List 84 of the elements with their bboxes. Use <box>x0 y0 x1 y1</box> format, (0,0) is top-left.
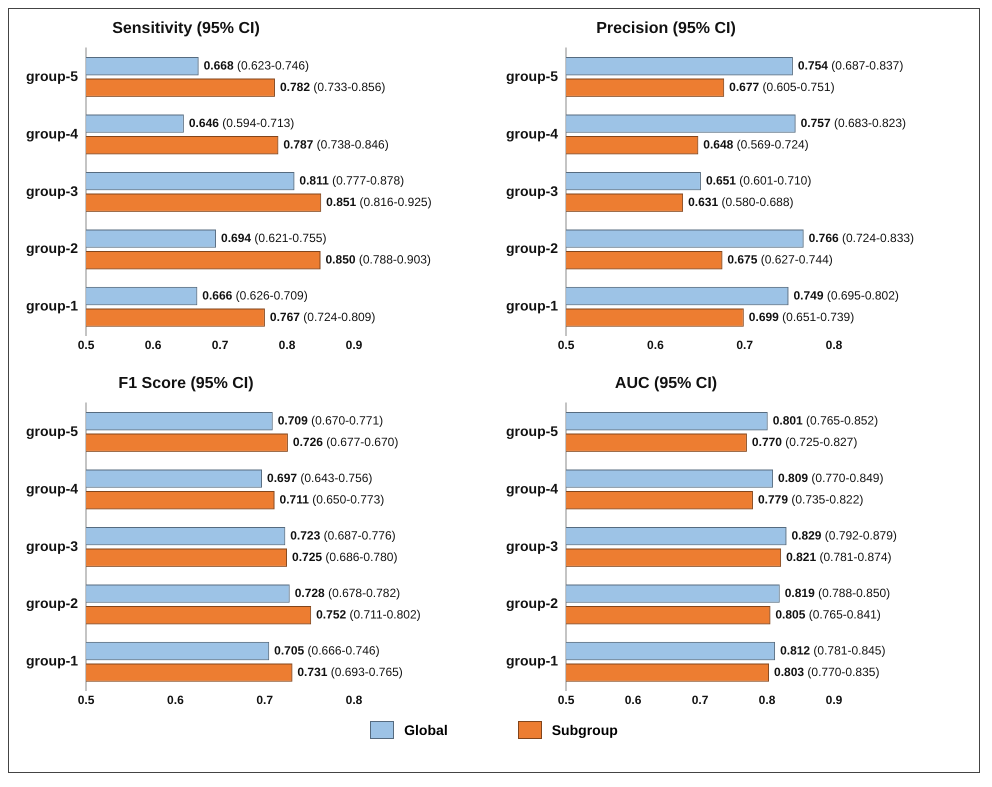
x-tick-label: 0.5 <box>78 338 95 352</box>
data-label: 0.666 (0.626-0.709) <box>202 288 308 302</box>
x-tick-label: 0.7 <box>212 338 229 352</box>
data-label: 0.749 (0.695-0.802) <box>793 288 899 302</box>
x-tick-label: 0.5 <box>558 693 575 708</box>
data-label: 0.726 (0.677-0.670) <box>292 435 398 450</box>
x-tick-label: 0.8 <box>826 338 843 352</box>
y-tick-label: group-4 <box>26 480 78 496</box>
y-tick-label: group-5 <box>26 422 78 439</box>
data-label: 0.767 (0.724-0.809) <box>270 310 376 324</box>
data-label: 0.723 (0.687-0.776) <box>290 528 396 542</box>
data-label: 0.699 (0.651-0.739) <box>748 310 854 324</box>
data-label: 0.782 (0.733-0.856) <box>280 80 386 94</box>
data-label: 0.677 (0.605-0.751) <box>729 80 835 94</box>
y-tick-label: group-1 <box>506 298 558 314</box>
y-tick-label: group-3 <box>506 182 558 199</box>
data-label: 0.779 (0.735-0.822) <box>758 492 864 507</box>
y-tick-label: group-1 <box>26 652 78 669</box>
data-label: 0.646 (0.594-0.713) <box>188 116 294 130</box>
data-label: 0.631 (0.580-0.688) <box>688 194 794 209</box>
x-tick-label: 0.7 <box>256 693 274 708</box>
legend-label: Subgroup <box>552 722 618 738</box>
data-label: 0.754 (0.687-0.837) <box>798 58 904 72</box>
x-tick-label: 0.8 <box>278 338 296 352</box>
x-tick-label: 0.6 <box>167 693 184 708</box>
legend-label: Global <box>404 722 448 738</box>
y-tick-label: group-2 <box>26 240 78 256</box>
chart-title: Precision (95% CI) <box>596 20 736 38</box>
data-label: 0.787 (0.738-0.846) <box>283 138 389 152</box>
x-tick-label: 0.7 <box>736 338 754 352</box>
data-label: 0.709 (0.670-0.771) <box>278 413 384 428</box>
data-label: 0.705 (0.666-0.746) <box>274 643 380 658</box>
x-tick-label: 0.6 <box>647 338 664 352</box>
data-label: 0.851 (0.816-0.925) <box>326 194 432 209</box>
data-label: 0.805 (0.765-0.841) <box>775 607 881 622</box>
y-tick-label: group-2 <box>506 240 558 256</box>
y-tick-label: group-4 <box>26 125 78 142</box>
y-tick-label: group-5 <box>26 68 78 84</box>
y-tick-label: group-3 <box>26 182 78 199</box>
x-tick-label: 0.5 <box>558 338 575 352</box>
y-tick-label: group-5 <box>506 68 558 84</box>
y-tick-label: group-1 <box>26 298 78 314</box>
x-tick-label: 0.9 <box>346 338 363 352</box>
y-tick-label: group-4 <box>506 480 558 496</box>
data-label: 0.731 (0.693-0.765) <box>297 664 403 679</box>
data-label: 0.752 (0.711-0.802) <box>316 607 421 622</box>
chart-title: F1 Score (95% CI) <box>118 375 254 392</box>
y-tick-label: group-3 <box>506 538 558 554</box>
y-tick-label: group-1 <box>506 652 558 669</box>
x-tick-label: 0.6 <box>624 693 642 708</box>
data-label: 0.694 (0.621-0.755) <box>221 230 326 245</box>
y-tick-label: group-3 <box>26 538 78 554</box>
data-label: 0.803 (0.770-0.835) <box>774 664 880 679</box>
data-label: 0.821 (0.781-0.874) <box>786 550 892 564</box>
data-label: 0.829 (0.792-0.879) <box>791 528 897 542</box>
data-label: 0.675 (0.627-0.744) <box>727 252 833 266</box>
data-label: 0.801 (0.765-0.852) <box>772 413 878 428</box>
y-tick-label: group-2 <box>26 595 78 612</box>
x-tick-label: 0.8 <box>346 693 363 708</box>
chart-title: Sensitivity (95% CI) <box>112 20 260 38</box>
x-tick-label: 0.8 <box>758 693 776 708</box>
y-tick-label: group-5 <box>506 422 558 439</box>
x-tick-label: 0.6 <box>144 338 162 352</box>
data-label: 0.725 (0.686-0.780) <box>292 550 398 564</box>
data-label: 0.648 (0.569-0.724) <box>703 138 809 152</box>
data-label: 0.811 (0.777-0.878) <box>299 173 404 188</box>
data-label: 0.812 (0.781-0.845) <box>780 643 886 658</box>
data-label: 0.809 (0.770-0.849) <box>778 470 884 485</box>
y-tick-label: group-2 <box>506 595 558 612</box>
data-label: 0.728 (0.678-0.782) <box>294 586 400 600</box>
chart-title: AUC (95% CI) <box>614 375 718 392</box>
x-tick-label: 0.7 <box>692 693 709 708</box>
data-label: 0.757 (0.683-0.823) <box>800 116 906 130</box>
data-label: 0.770 (0.725-0.827) <box>752 435 858 450</box>
data-label: 0.651 (0.601-0.710) <box>706 173 812 188</box>
data-label: 0.711 (0.650-0.773) <box>280 492 384 507</box>
data-label: 0.697 (0.643-0.756) <box>267 470 372 485</box>
data-label: 0.766 (0.724-0.833) <box>808 230 914 245</box>
data-label: 0.668 (0.623-0.746) <box>204 58 310 72</box>
x-tick-label: 0.5 <box>78 693 95 708</box>
y-tick-label: group-4 <box>506 125 558 142</box>
data-label: 0.850 (0.788-0.903) <box>326 252 431 266</box>
data-label: 0.819 (0.788-0.850) <box>784 586 890 600</box>
x-tick-label: 0.9 <box>826 693 843 708</box>
